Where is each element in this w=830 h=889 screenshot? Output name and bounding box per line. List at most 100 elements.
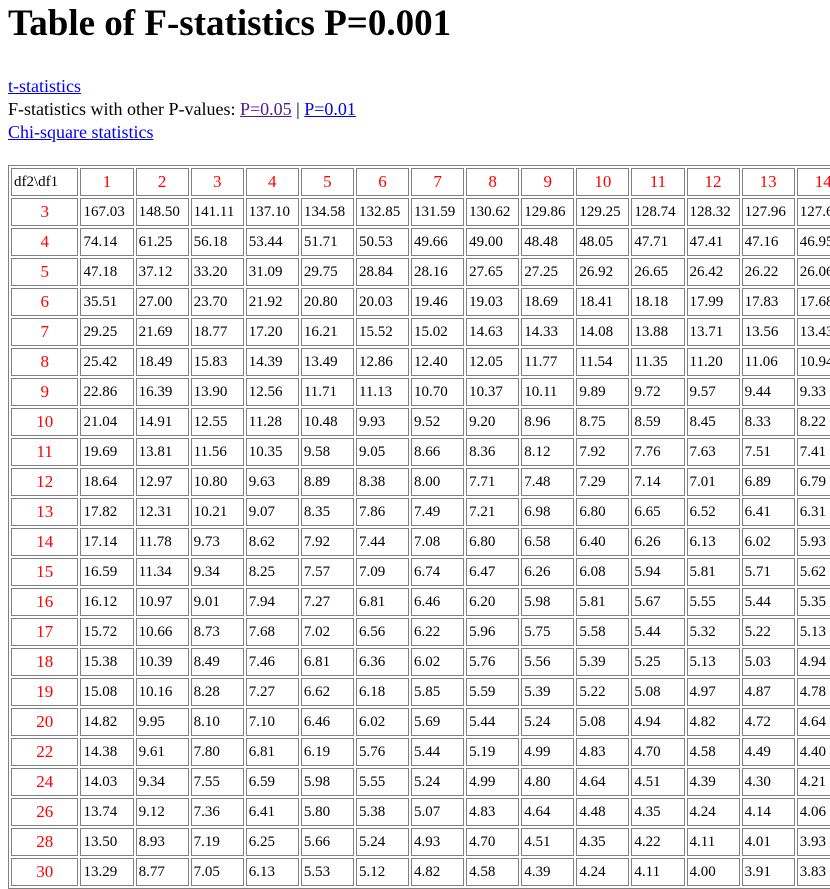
f-value-cell: 148.50 [135,198,189,226]
f-value-cell: 6.59 [245,768,299,796]
f-value-cell: 6.36 [355,648,410,676]
df2-header: 28 [11,828,79,856]
f-value-cell: 6.02 [355,708,410,736]
f-value-cell: 5.08 [631,678,685,706]
f-value-cell: 5.58 [576,618,630,646]
f-value-cell: 6.81 [355,588,410,616]
table-row: 15 16.59 11.34 9.34 8.25 7.57 7.09 6.74 6.47 6.26… [11,558,830,586]
df2-header: 13 [11,498,79,526]
f-value-cell: 13.50 [80,828,134,856]
f-value-cell: 6.58 [521,528,575,556]
f-value-cell: 18.64 [80,468,134,496]
f-value-cell: 7.48 [521,468,575,496]
f-value-cell: 17.82 [80,498,134,526]
f-value-cell: 11.20 [686,348,740,376]
f-value-cell: 22.86 [80,378,134,406]
f-value-cell: 167.03 [80,198,134,226]
f-value-cell: 12.86 [355,348,410,376]
f-value-cell: 8.00 [411,468,465,496]
df1-header: 5 [300,168,354,196]
f-value-cell: 12.55 [190,408,244,436]
f-value-cell: 4.01 [741,828,795,856]
f-value-cell: 20.03 [355,288,410,316]
f-value-cell: 14.39 [245,348,299,376]
f-value-cell: 5.56 [521,648,575,676]
f-value-cell: 48.48 [521,228,575,256]
f-value-cell: 11.28 [245,408,299,436]
f-value-cell: 27.65 [466,258,520,286]
f-value-cell: 35.51 [80,288,134,316]
f-value-cell: 5.53 [300,858,354,886]
f-value-cell: 33.20 [190,258,244,286]
f-value-cell: 13.90 [190,378,244,406]
f-value-cell: 4.64 [521,798,575,826]
f-value-cell: 12.56 [245,378,299,406]
f-value-cell: 49.66 [411,228,465,256]
f-value-cell: 8.59 [631,408,685,436]
df2-header: 15 [11,558,79,586]
f-value-cell: 4.58 [466,858,520,886]
df2-header: 7 [11,318,79,346]
f-value-cell: 28.16 [411,258,465,286]
f-value-cell: 10.39 [135,648,189,676]
f-value-cell: 28.84 [355,258,410,286]
df1-header: 14 [796,168,830,196]
f-value-cell: 129.86 [521,198,575,226]
f-value-cell: 17.83 [741,288,795,316]
f-value-cell: 9.33 [796,378,830,406]
f-value-cell: 4.83 [576,738,630,766]
f-value-cell: 134.58 [300,198,354,226]
f-value-cell: 5.66 [300,828,354,856]
f-value-cell: 7.01 [686,468,740,496]
t-statistics-link[interactable]: t-statistics [8,76,81,96]
f-value-cell: 9.20 [466,408,520,436]
f-value-cell: 13.49 [300,348,354,376]
f-value-cell: 6.25 [245,828,299,856]
df1-header: 6 [355,168,410,196]
f-value-cell: 15.83 [190,348,244,376]
f-value-cell: 8.36 [466,438,520,466]
f-value-cell: 13.29 [80,858,134,886]
f-value-cell: 4.22 [631,828,685,856]
f-value-cell: 7.51 [741,438,795,466]
f-value-cell: 8.22 [796,408,830,436]
f-value-cell: 6.46 [411,588,465,616]
f-value-cell: 7.86 [355,498,410,526]
f-value-cell: 5.19 [466,738,520,766]
f-value-cell: 26.22 [741,258,795,286]
f-value-cell: 5.93 [796,528,830,556]
f-value-cell: 17.14 [80,528,134,556]
f-value-cell: 10.16 [135,678,189,706]
p-001-link[interactable]: P=0.01 [304,99,356,119]
f-value-cell: 61.25 [135,228,189,256]
p-005-link[interactable]: P=0.05 [239,99,292,119]
f-value-cell: 5.55 [686,588,740,616]
f-value-cell: 10.94 [796,348,830,376]
df2-header: 3 [11,198,79,226]
f-value-cell: 11.77 [521,348,575,376]
f-value-cell: 10.70 [411,378,465,406]
f-value-cell: 11.06 [741,348,795,376]
f-value-cell: 5.85 [411,678,465,706]
f-value-cell: 8.10 [190,708,244,736]
f-value-cell: 14.03 [80,768,134,796]
chi-square-link[interactable]: Chi-square statistics [8,122,154,142]
df1-header: 8 [466,168,520,196]
f-value-cell: 7.41 [796,438,830,466]
f-value-cell: 4.24 [576,858,630,886]
f-value-cell: 8.45 [686,408,740,436]
f-value-cell: 5.98 [300,768,354,796]
f-value-cell: 5.62 [796,558,830,586]
f-value-cell: 4.00 [686,858,740,886]
f-value-cell: 11.71 [300,378,354,406]
f-value-cell: 15.08 [80,678,134,706]
f-value-cell: 4.64 [796,708,830,736]
f-value-cell: 13.56 [741,318,795,346]
f-value-cell: 15.02 [411,318,465,346]
f-value-cell: 11.78 [135,528,189,556]
f-value-cell: 18.41 [576,288,630,316]
df1-header: 12 [686,168,740,196]
f-value-cell: 6.19 [300,738,354,766]
df1-header: 2 [135,168,189,196]
f-value-cell: 10.11 [521,378,575,406]
